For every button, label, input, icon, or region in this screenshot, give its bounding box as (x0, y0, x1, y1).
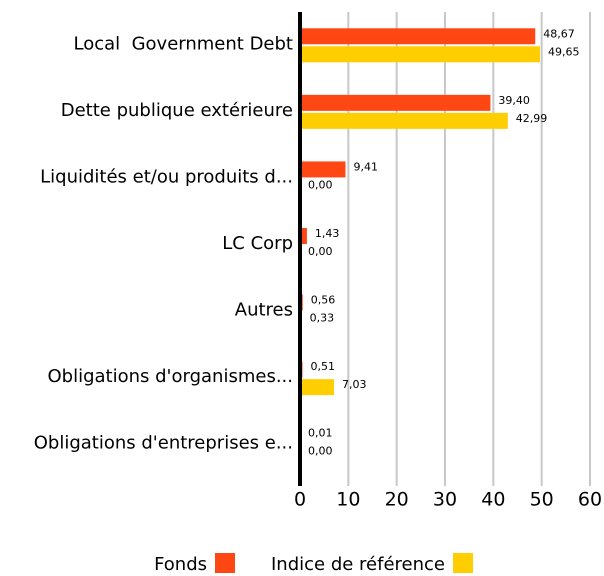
legend-label: Fonds (154, 554, 207, 575)
value-label: 0,33 (310, 312, 335, 325)
value-label: 7,03 (342, 378, 367, 391)
bar (300, 161, 346, 178)
bar (300, 46, 540, 63)
x-tick-label: 30 (433, 489, 457, 511)
x-tick-label: 40 (481, 489, 505, 511)
category-label: Obligations d'entreprises e... (34, 433, 293, 454)
bar (300, 379, 334, 396)
value-label: 49,65 (548, 45, 580, 58)
value-label: 39,40 (498, 94, 530, 107)
value-label: 0,01 (308, 427, 333, 440)
legend-swatch (215, 553, 235, 573)
x-tick-label: 50 (530, 489, 554, 511)
category-label: Autres (235, 300, 293, 321)
value-label: 0,56 (311, 294, 336, 307)
value-label: 0,51 (310, 360, 335, 373)
category-label: Liquidités et/ou produits d... (40, 166, 293, 187)
legend-label: Indice de référence (271, 554, 445, 575)
value-label: 1,43 (315, 227, 340, 240)
x-tick-label: 10 (336, 489, 360, 511)
value-label: 48,67 (543, 27, 575, 40)
category-label: LC Corp (222, 233, 293, 254)
value-label: 0,00 (308, 178, 333, 191)
category-label: Local Government Debt (74, 33, 294, 54)
category-label: Dette publique extérieure (61, 100, 293, 121)
bar (300, 112, 508, 129)
value-label: 0,00 (308, 445, 333, 458)
legend-swatch (453, 553, 473, 573)
bar (300, 228, 307, 244)
x-tick-label: 0 (294, 489, 306, 511)
bar (300, 28, 536, 45)
value-label: 42,99 (516, 112, 548, 125)
value-label: 0,00 (308, 245, 333, 258)
x-tick-label: 20 (385, 489, 409, 511)
x-tick-label: 60 (578, 489, 602, 511)
category-label: Obligations d'organismes... (48, 366, 294, 387)
bar (300, 94, 491, 111)
value-label: 9,41 (353, 160, 378, 173)
